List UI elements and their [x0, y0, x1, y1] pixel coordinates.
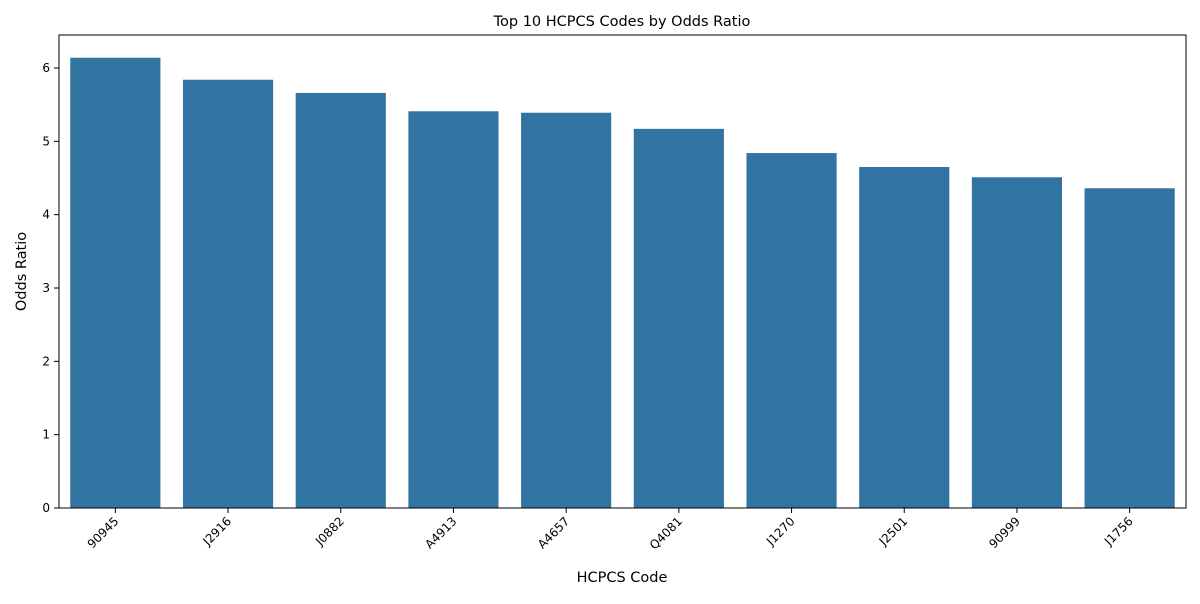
plot-frame: [58, 34, 1187, 509]
bar-J2501: [859, 167, 950, 508]
y-tick-label: 5: [42, 134, 50, 148]
y-tick-label: 6: [42, 61, 50, 75]
y-tick-label: 3: [42, 281, 50, 295]
x-tick-label: J1270: [763, 514, 798, 549]
bar-90945: [70, 57, 161, 508]
x-tick-label: Q4081: [647, 514, 685, 552]
bar-A4913: [408, 111, 499, 509]
bar-Q4081: [633, 128, 724, 508]
chart-title: Top 10 HCPCS Codes by Odds Ratio: [493, 14, 751, 30]
y-axis-ticks: 0 1 2 3 4 5 6: [42, 61, 59, 515]
y-axis-label: Odds Ratio: [14, 232, 30, 311]
x-tick-label: A4913: [422, 514, 459, 551]
bars-group: [70, 57, 1175, 509]
x-axis-ticks: 90945 J2916 J0882 A4913 A4657 Q4081 J1270 J2501…: [85, 508, 1136, 552]
bar-90999: [971, 177, 1063, 508]
x-tick-label: J0882: [312, 514, 347, 549]
y-tick-label: 4: [42, 208, 50, 222]
x-axis-label: HCPCS Code: [577, 570, 668, 586]
bar-J1270: [746, 153, 837, 508]
bar-A4657: [521, 112, 612, 508]
x-tick-label: J2916: [199, 514, 234, 549]
bar-J0882: [295, 92, 386, 509]
bar-J1756: [1084, 188, 1175, 508]
x-tick-label: 90945: [85, 514, 122, 551]
y-tick-label: 2: [42, 354, 50, 368]
y-tick-label: 1: [42, 428, 50, 442]
y-tick-label: 0: [42, 501, 50, 515]
x-tick-label: 90999: [986, 514, 1023, 551]
x-tick-label: J1756: [1101, 514, 1136, 549]
x-tick-label: J2501: [876, 514, 911, 549]
bar-J2916: [182, 79, 274, 508]
x-tick-label: A4657: [535, 514, 572, 551]
